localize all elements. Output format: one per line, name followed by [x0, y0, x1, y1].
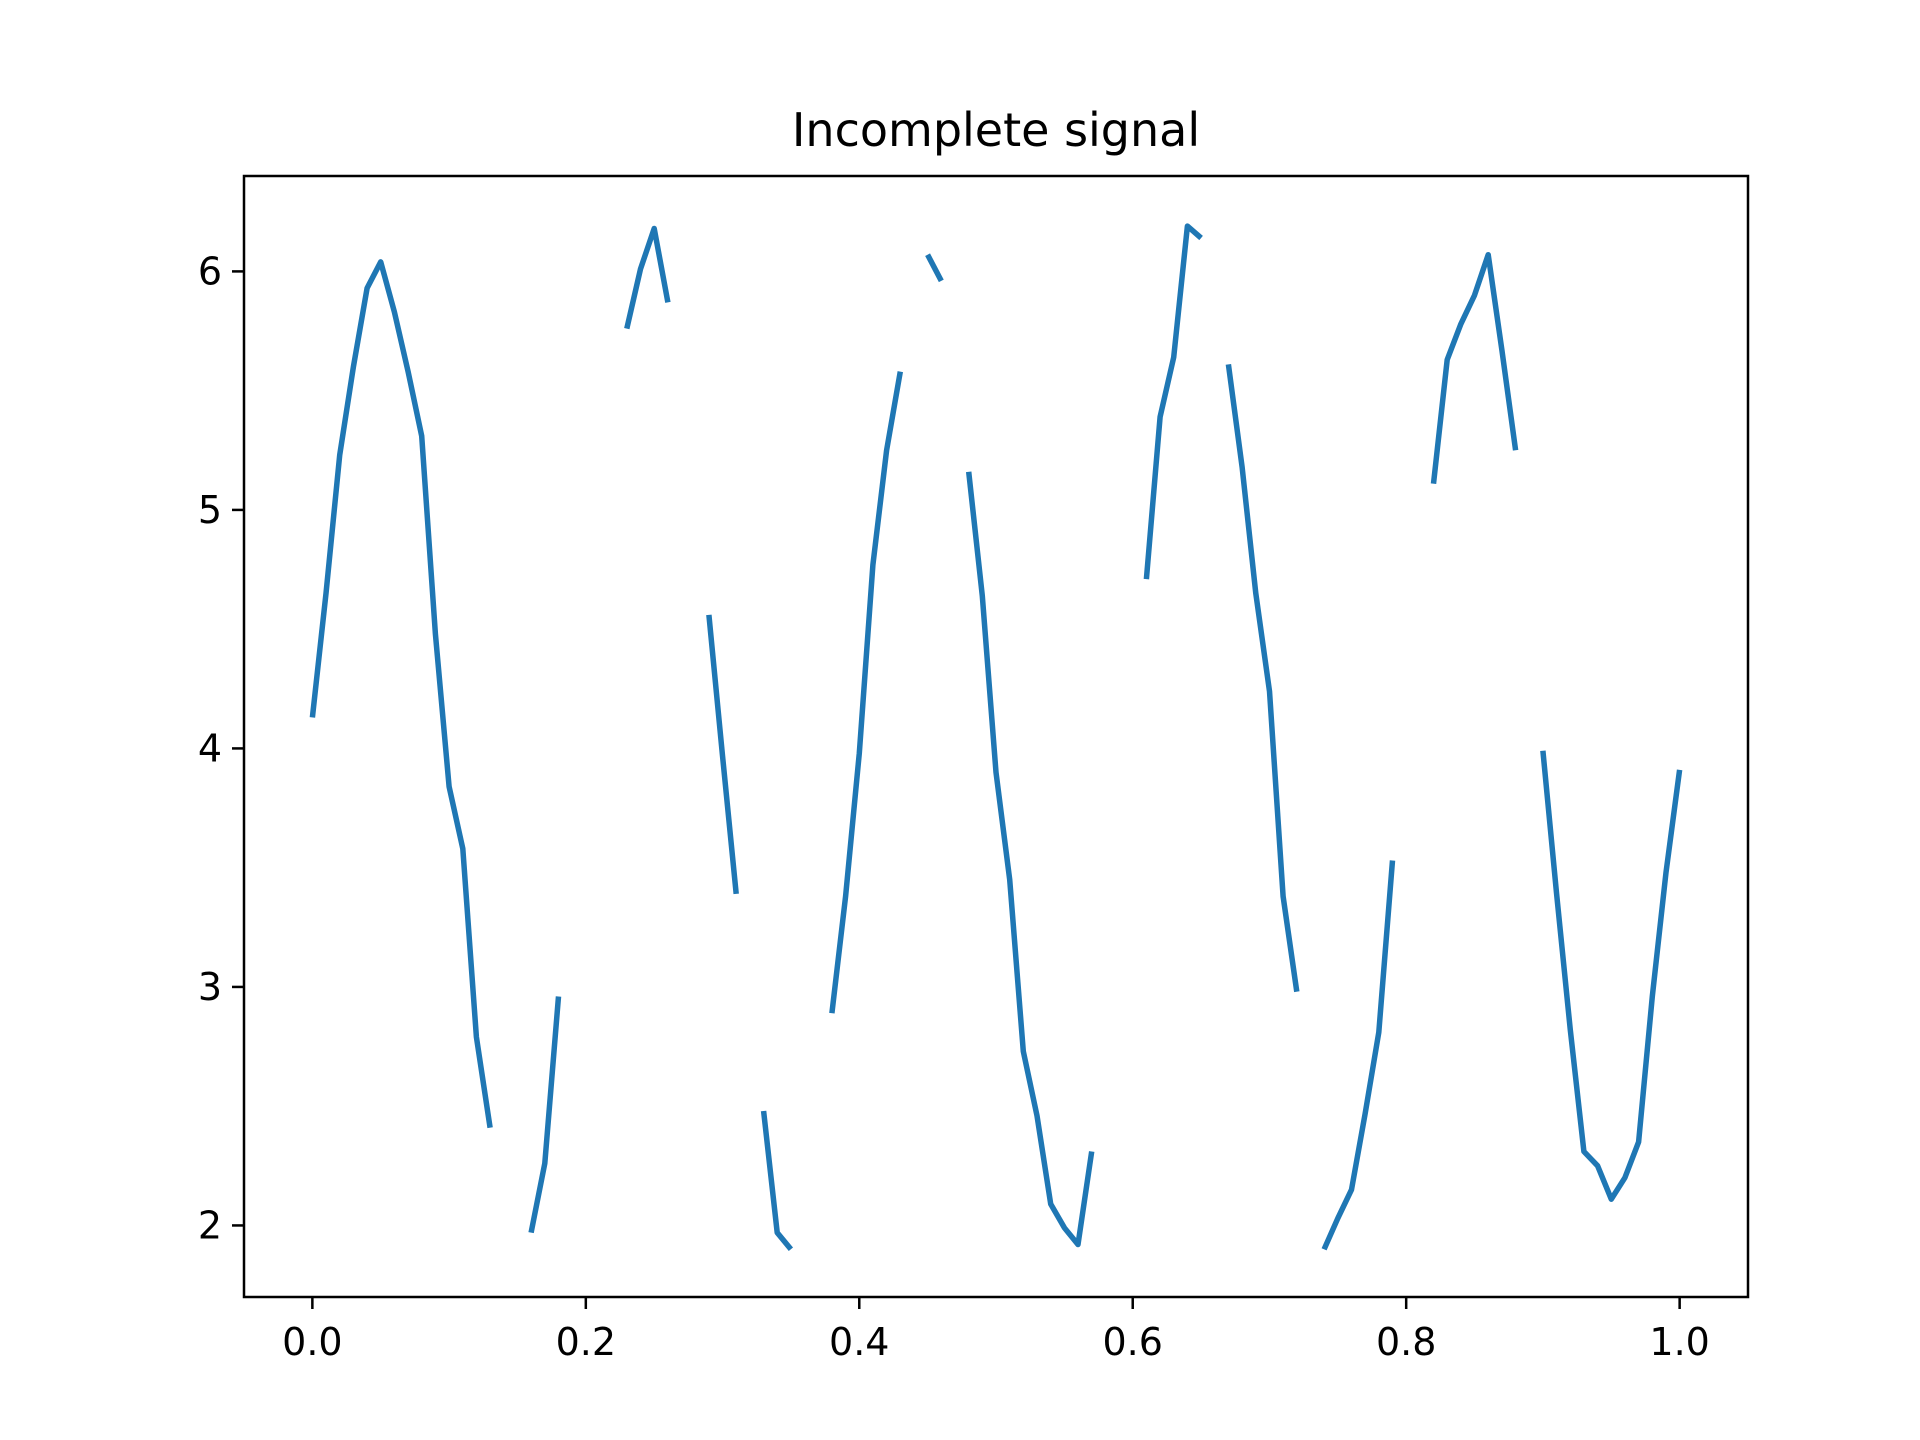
- series-line-segment: [309, 259, 493, 1129]
- series-line-segment: [1321, 860, 1396, 1251]
- x-tick-label: 0.4: [829, 1320, 889, 1364]
- x-tick-label: 0.6: [1103, 1320, 1163, 1364]
- y-tick-label: 6: [198, 249, 222, 293]
- series-line-segment: [706, 614, 739, 895]
- series-line-segment: [760, 1110, 794, 1252]
- plot-background: [244, 176, 1748, 1297]
- x-tick-label: 1.0: [1649, 1320, 1709, 1364]
- series-line-segment: [1430, 251, 1519, 485]
- series-layer: [309, 223, 1683, 1252]
- y-axis: 2 3 4 5 6: [198, 249, 244, 1247]
- series-line-segment: [624, 225, 671, 330]
- axes-frame: [242, 174, 1750, 1299]
- series-line-segment: [1143, 223, 1203, 580]
- x-tick-label: 0.8: [1376, 1320, 1436, 1364]
- series-line-segment: [1540, 750, 1683, 1202]
- y-tick-label: 2: [198, 1203, 222, 1247]
- x-axis: 0.0 0.2 0.4 0.6 0.8 1.0: [282, 1297, 1710, 1364]
- series-line-segment: [925, 253, 944, 283]
- x-tick-label: 0.0: [282, 1320, 342, 1364]
- series-line-segment: [528, 996, 562, 1234]
- series-line-segment: [1225, 364, 1300, 993]
- y-tick-label: 4: [198, 726, 222, 770]
- plot-area: 0.0 0.2 0.4 0.6 0.8 1.0 2 3 4 5 6: [198, 174, 1750, 1364]
- y-tick-label: 5: [198, 488, 222, 532]
- y-tick-label: 3: [198, 965, 222, 1009]
- chart-title: Incomplete signal: [792, 103, 1200, 157]
- series-line-segment: [965, 471, 1095, 1248]
- series-line-segment: [829, 371, 904, 1014]
- x-tick-label: 0.2: [556, 1320, 616, 1364]
